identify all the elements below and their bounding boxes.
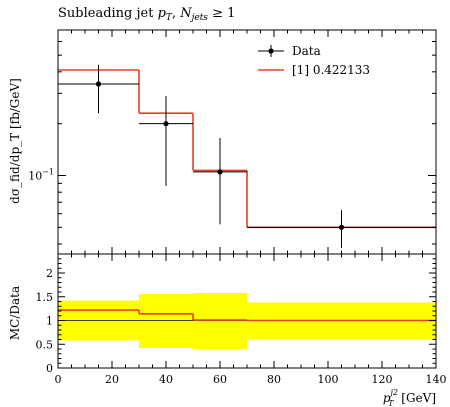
legend: Data [1] 0.422133 xyxy=(258,44,370,77)
ratio-y-tick-label: 2 xyxy=(46,267,53,280)
ratio-uncertainty-band xyxy=(139,293,193,349)
x-tick-label: 60 xyxy=(213,373,227,386)
data-point xyxy=(217,169,223,175)
x-tick-label: 40 xyxy=(159,373,173,386)
x-tick-label: 140 xyxy=(426,373,447,386)
x-tick-label: 0 xyxy=(55,373,62,386)
x-tick-label: 80 xyxy=(267,373,281,386)
ratio-y-tick-label: 1 xyxy=(46,315,53,328)
data-point xyxy=(338,224,345,230)
ratio-uncertainty-band xyxy=(193,292,247,349)
data-point xyxy=(163,121,169,127)
chart-title: Subleading jet pT, Njets ≥ 1 xyxy=(58,6,235,23)
ratio-y-axis-label: MC/Data xyxy=(8,286,22,340)
ratio-y-tick-label: 1.5 xyxy=(36,291,54,304)
x-tick-label: 120 xyxy=(372,373,393,386)
data-point xyxy=(95,81,102,87)
x-axis-label: pj2 T [GeV] xyxy=(383,388,436,407)
ratio-y-tick-label: 0.5 xyxy=(36,338,54,351)
ratio-y-tick-label: 0 xyxy=(46,362,53,375)
legend-data-label: Data xyxy=(292,44,321,58)
main-plot: 10−1 xyxy=(28,29,437,255)
ratio-plot: 00.511.520 20 40 60 80 100 120 140 xyxy=(36,253,447,386)
x-tick-label: 100 xyxy=(318,373,339,386)
main-y-axis-label: dσ_fid/dp_T [fb/GeV] xyxy=(8,78,22,204)
legend-data-marker xyxy=(268,48,274,54)
main-y-tick-label: 10−1 xyxy=(28,168,54,183)
legend-mc-label: [1] 0.422133 xyxy=(292,63,370,77)
x-tick-label: 20 xyxy=(105,373,119,386)
